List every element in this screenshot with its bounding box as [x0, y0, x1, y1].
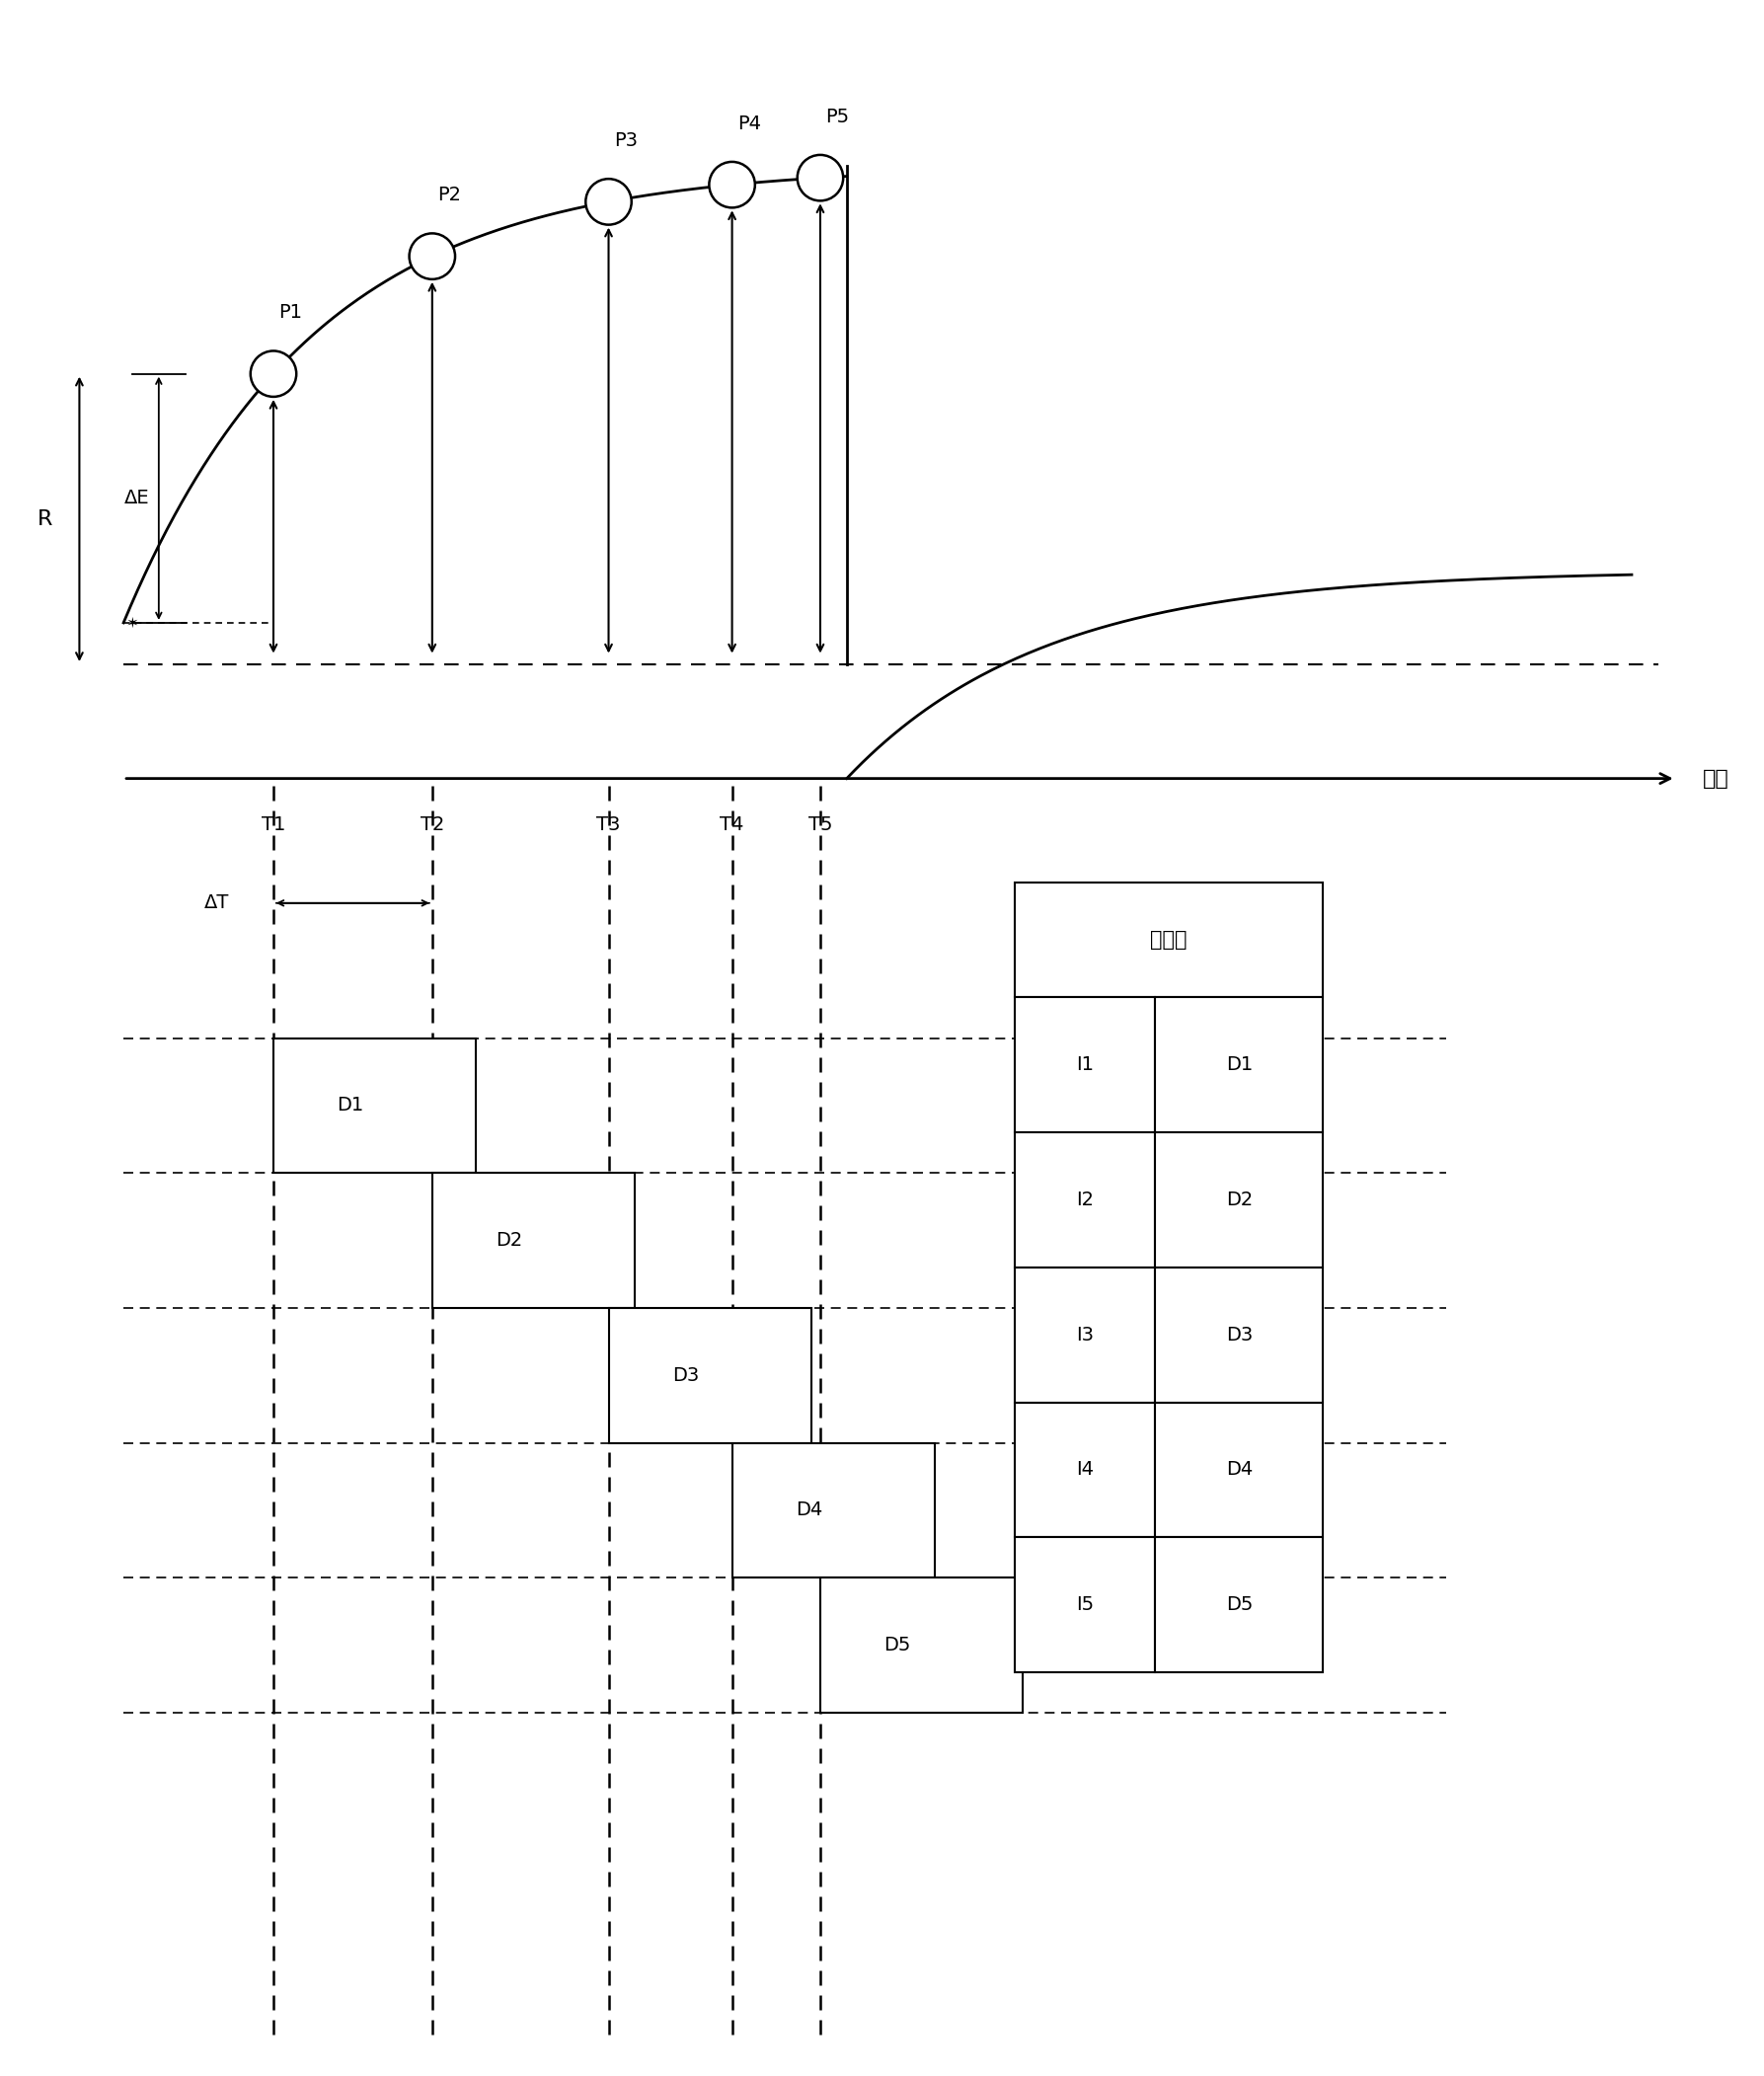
- Text: D2: D2: [1226, 1190, 1252, 1210]
- Text: D1: D1: [337, 1096, 363, 1115]
- Text: D5: D5: [884, 1636, 910, 1655]
- Bar: [1014, 882, 1323, 999]
- Text: D4: D4: [796, 1501, 822, 1520]
- Bar: [1014, 1266, 1155, 1403]
- Text: D2: D2: [496, 1231, 522, 1250]
- Bar: [609, 1308, 811, 1443]
- Text: D4: D4: [1226, 1459, 1252, 1480]
- Text: D3: D3: [1226, 1324, 1252, 1345]
- Bar: [1155, 1266, 1323, 1403]
- Text: T5: T5: [808, 816, 833, 835]
- Text: T3: T3: [596, 816, 621, 835]
- Text: P3: P3: [614, 131, 637, 149]
- Text: ✶: ✶: [125, 614, 139, 631]
- Text: I1: I1: [1076, 1055, 1094, 1075]
- Text: ΔT: ΔT: [205, 893, 229, 913]
- Text: T1: T1: [261, 816, 286, 835]
- Bar: [1014, 1403, 1155, 1536]
- Bar: [1014, 1536, 1155, 1673]
- Text: I2: I2: [1076, 1190, 1094, 1210]
- Text: I4: I4: [1076, 1459, 1094, 1480]
- Text: D5: D5: [1226, 1594, 1252, 1615]
- Text: R: R: [37, 509, 53, 529]
- Bar: [432, 1173, 635, 1308]
- Text: P2: P2: [437, 185, 460, 203]
- Bar: [1155, 1536, 1323, 1673]
- Bar: [1014, 999, 1155, 1133]
- Ellipse shape: [409, 233, 455, 278]
- Bar: [1014, 1133, 1155, 1266]
- Ellipse shape: [709, 162, 755, 208]
- Text: I5: I5: [1076, 1594, 1094, 1615]
- Text: D3: D3: [672, 1366, 699, 1385]
- Bar: [1155, 999, 1323, 1133]
- Ellipse shape: [250, 351, 296, 397]
- Ellipse shape: [797, 156, 843, 201]
- Text: P1: P1: [279, 303, 302, 322]
- Text: P4: P4: [737, 114, 760, 133]
- Text: T4: T4: [720, 816, 744, 835]
- Bar: [1155, 1403, 1323, 1536]
- Text: I3: I3: [1076, 1324, 1094, 1345]
- Text: ΔE: ΔE: [125, 490, 150, 509]
- Bar: [1155, 1133, 1323, 1266]
- Text: P5: P5: [826, 108, 850, 127]
- Text: D1: D1: [1226, 1055, 1252, 1075]
- Bar: [820, 1578, 1023, 1713]
- Text: 时间: 时间: [1702, 768, 1729, 789]
- Text: T2: T2: [420, 816, 445, 835]
- Bar: [732, 1443, 935, 1578]
- Text: 存储器: 存储器: [1150, 930, 1187, 951]
- Bar: [273, 1038, 476, 1173]
- Ellipse shape: [586, 179, 632, 224]
